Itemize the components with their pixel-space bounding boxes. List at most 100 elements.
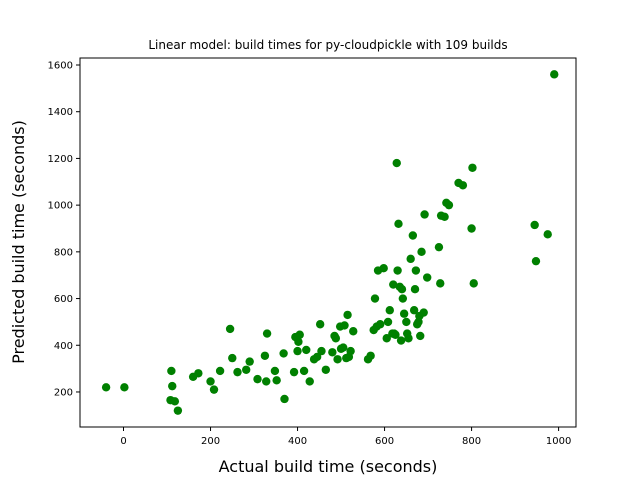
data-point: [404, 334, 413, 343]
data-point: [333, 355, 342, 364]
data-point: [349, 327, 358, 336]
data-point: [120, 383, 129, 392]
data-point: [398, 294, 408, 303]
data-point: [242, 365, 251, 374]
y-tick-label: 1000: [48, 201, 73, 212]
y-tick-label: 1400: [48, 107, 73, 118]
data-point: [331, 334, 341, 343]
y-tick-label: 1600: [48, 61, 73, 72]
data-points: [101, 70, 559, 415]
data-point: [423, 273, 432, 282]
data-point: [228, 353, 237, 363]
data-point: [410, 285, 420, 294]
x-axis-label: Actual build time (seconds): [219, 457, 438, 476]
data-point: [399, 309, 409, 318]
data-point: [436, 279, 445, 288]
data-point: [317, 346, 326, 356]
data-point: [379, 263, 388, 273]
data-point: [397, 285, 407, 294]
x-tick-label: 800: [462, 436, 481, 447]
data-point: [294, 337, 303, 346]
chart-title: Linear model: build times for py-cloudpi…: [148, 38, 507, 52]
data-point: [295, 330, 304, 339]
data-point: [392, 158, 401, 168]
data-point: [411, 266, 421, 275]
data-point: [406, 254, 415, 264]
data-point: [340, 321, 349, 330]
data-point: [253, 374, 262, 384]
data-point: [245, 357, 254, 366]
data-point: [302, 345, 311, 355]
data-point: [262, 329, 272, 338]
data-point: [299, 366, 309, 376]
data-point: [194, 369, 203, 378]
x-tick-label: 200: [201, 436, 220, 447]
data-point: [444, 200, 454, 210]
data-point: [543, 230, 552, 239]
data-point: [293, 346, 302, 356]
y-tick-label: 400: [54, 341, 73, 352]
x-axis-ticks: 0 200 400 600 800 1000: [120, 427, 571, 447]
data-point: [262, 377, 271, 386]
data-point: [215, 366, 225, 376]
y-axis-ticks: 200 400 600 800 1000 1200 1400 1600: [48, 61, 80, 398]
data-point: [530, 220, 539, 230]
data-point: [209, 385, 219, 394]
data-point: [420, 210, 429, 219]
data-point: [170, 397, 180, 406]
data-point: [233, 367, 242, 377]
data-point: [206, 377, 215, 386]
data-point: [343, 310, 352, 320]
data-point: [394, 219, 403, 229]
data-point: [382, 334, 391, 343]
data-point: [279, 349, 288, 358]
data-point: [385, 306, 394, 315]
x-tick-label: 0: [120, 436, 126, 447]
data-point: [468, 163, 477, 172]
y-axis-label: Predicted build time (seconds): [9, 120, 28, 364]
data-point: [305, 377, 314, 386]
data-point: [402, 317, 411, 327]
y-tick-label: 600: [54, 294, 73, 305]
data-point: [312, 352, 322, 362]
data-point: [289, 367, 299, 377]
data-point: [434, 242, 444, 252]
data-point: [328, 348, 337, 357]
data-point: [389, 280, 398, 289]
data-point: [376, 320, 385, 329]
x-tick-label: 400: [288, 436, 307, 447]
data-point: [408, 231, 418, 240]
data-point: [366, 351, 375, 360]
plot-frame: [79, 57, 577, 428]
data-point: [469, 279, 478, 288]
data-point: [272, 376, 281, 385]
y-tick-label: 1200: [48, 154, 73, 165]
y-tick-label: 800: [54, 247, 73, 258]
data-point: [396, 336, 406, 345]
data-point: [280, 394, 289, 404]
data-point: [467, 224, 476, 233]
data-point: [391, 330, 400, 339]
data-point: [321, 365, 331, 374]
data-point: [173, 406, 183, 415]
data-point: [440, 212, 449, 222]
data-point: [419, 308, 428, 317]
data-point: [168, 381, 177, 391]
data-point: [531, 256, 541, 266]
data-point: [393, 266, 402, 275]
data-point: [409, 306, 419, 315]
x-tick-label: 600: [375, 436, 394, 447]
data-point: [550, 70, 559, 79]
x-tick-label: 1000: [546, 436, 571, 447]
data-point: [346, 346, 355, 356]
data-point: [101, 383, 111, 392]
data-point: [225, 324, 235, 334]
data-point: [315, 320, 325, 329]
data-point: [339, 343, 348, 352]
data-point: [370, 294, 380, 303]
data-point: [383, 317, 393, 327]
data-point: [458, 181, 468, 190]
data-point: [416, 331, 425, 341]
